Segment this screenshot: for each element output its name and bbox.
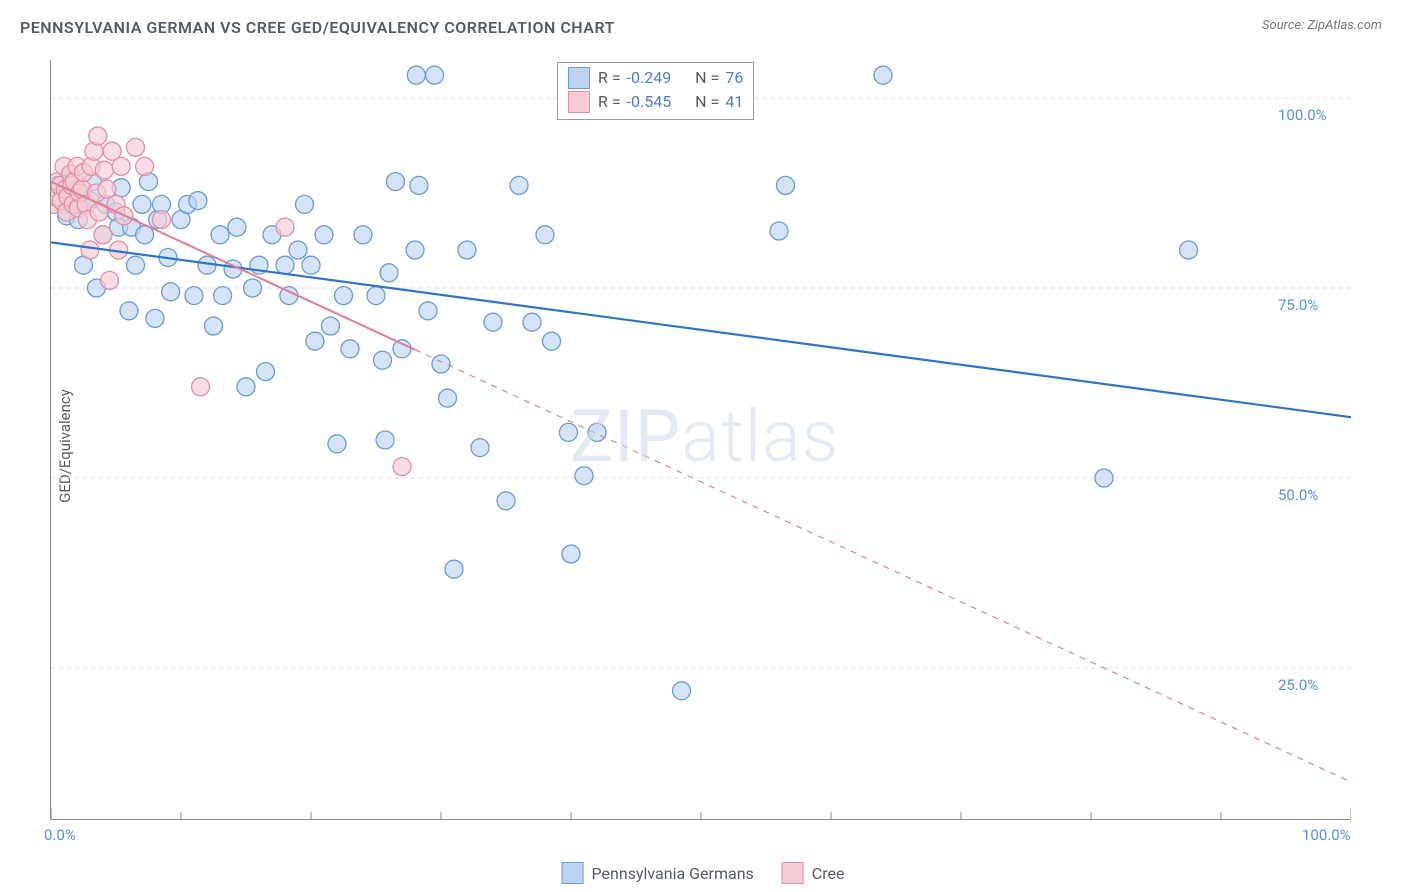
swatch-icon [568,67,590,89]
y-tick-label: 75.0% [1278,296,1318,314]
y-tick-label: 50.0% [1278,486,1318,504]
r-stat: R = -0.545 [598,90,671,114]
x-tick-label: 0.0% [44,826,76,844]
chart-container: PENNSYLVANIA GERMAN VS CREE GED/EQUIVALE… [0,0,1406,892]
y-tick-label: 25.0% [1278,676,1318,694]
swatch-icon [782,862,804,884]
legend-label: Cree [812,864,845,883]
legend-label: Pennsylvania Germans [592,864,754,883]
legend-bottom: Pennsylvania Germans Cree [562,862,845,884]
legend-item-cree: Cree [782,862,845,884]
legend-item-pa-german: Pennsylvania Germans [562,862,754,884]
r-stat: R = -0.249 [598,66,671,90]
x-tick-label: 100.0% [1302,826,1351,844]
swatch-icon [562,862,584,884]
plot-area: 25.0% 50.0% 75.0% 100.0% [50,60,1350,820]
source-attribution: Source: ZipAtlas.com [1262,18,1382,33]
n-stat: N = 41 [695,90,743,114]
stats-legend-row: R = -0.249 N = 76 [568,66,743,90]
chart-title: PENNSYLVANIA GERMAN VS CREE GED/EQUIVALE… [20,18,615,37]
y-tick-label: 100.0% [1278,106,1327,124]
stats-legend: R = -0.249 N = 76 R = -0.545 N = 41 [557,62,754,120]
stats-legend-row: R = -0.545 N = 41 [568,90,743,114]
swatch-icon [568,91,590,113]
n-stat: N = 76 [695,66,743,90]
